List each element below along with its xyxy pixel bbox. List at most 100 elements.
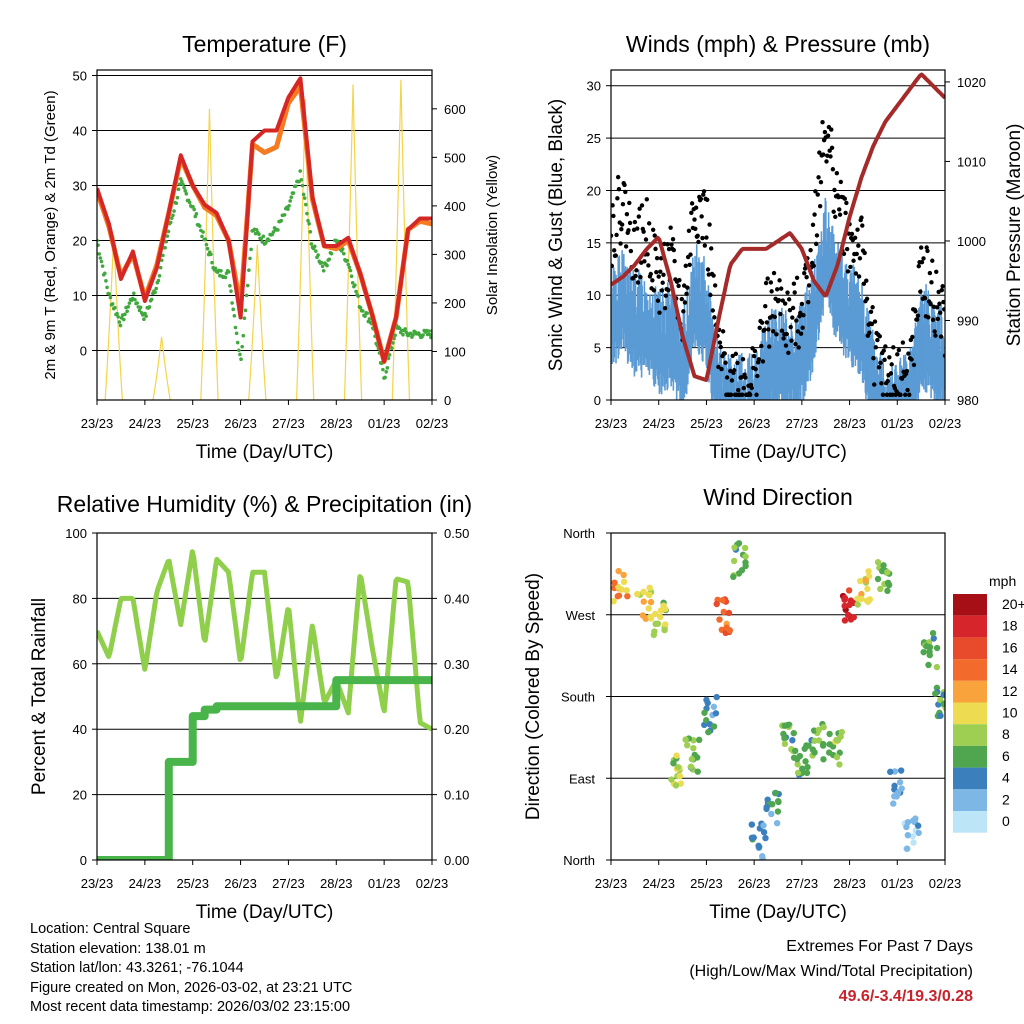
gust-point xyxy=(720,329,726,334)
colorbar-title: mph xyxy=(989,573,1016,589)
direction-point xyxy=(657,613,664,621)
dewpoint-point xyxy=(201,230,205,234)
gust-point xyxy=(921,256,926,261)
dewpoint-point xyxy=(239,357,243,362)
dewpoint-point xyxy=(144,314,148,318)
series-total-precipitation xyxy=(97,676,432,860)
y2-tick-label: 0.30 xyxy=(444,657,469,672)
dewpoint-point xyxy=(385,366,390,370)
dewpoint-point xyxy=(117,320,122,324)
dewpoint-point xyxy=(135,301,139,305)
dewpoint-point xyxy=(240,344,244,349)
gust-point xyxy=(699,214,704,219)
gust-point xyxy=(668,225,673,230)
gust-point xyxy=(618,241,623,246)
y-axis-label: 2m & 9m T (Red, Orange) & 2m Td (Green) xyxy=(42,90,59,379)
gust-point xyxy=(887,355,892,360)
gust-point xyxy=(756,357,762,362)
gust-point xyxy=(698,196,704,202)
gust-point xyxy=(627,200,632,206)
gust-point xyxy=(700,235,705,241)
gust-point xyxy=(627,220,633,226)
gust-point xyxy=(782,301,788,306)
gust-point xyxy=(885,378,890,384)
dewpoint-point xyxy=(210,260,214,265)
gust-point xyxy=(862,250,867,256)
gust-point xyxy=(904,368,910,374)
y2-tick-label: 1010 xyxy=(957,154,986,169)
gust-point xyxy=(828,154,833,159)
plot-area xyxy=(611,72,945,400)
dewpoint-point xyxy=(204,242,209,247)
dewpoint-point xyxy=(209,252,213,257)
dewpoint-point xyxy=(213,266,218,271)
dewpoint-point xyxy=(99,259,104,264)
gust-point xyxy=(696,239,701,245)
gust-point xyxy=(677,277,682,283)
gust-point xyxy=(831,209,836,214)
direction-point xyxy=(910,839,917,846)
gust-point xyxy=(729,378,735,383)
colorbar-label: 2 xyxy=(1002,791,1010,807)
x-tick-label: 28/23 xyxy=(833,876,866,891)
gust-point xyxy=(716,364,721,370)
gust-point xyxy=(829,127,834,132)
dewpoint-point xyxy=(353,283,357,287)
gust-point xyxy=(692,217,697,222)
direction-point xyxy=(841,594,849,602)
gust-point xyxy=(760,359,766,364)
gust-point xyxy=(877,334,882,339)
gust-point xyxy=(933,333,938,338)
dewpoint-point xyxy=(325,263,329,268)
x-tick-label: 23/23 xyxy=(81,876,114,891)
gust-point xyxy=(611,248,617,253)
y-tick-label: 30 xyxy=(73,179,87,194)
series-9m-temperature xyxy=(97,84,432,364)
dewpoint-point xyxy=(404,330,409,335)
gust-point xyxy=(929,280,934,285)
x-tick-label: 24/23 xyxy=(642,416,675,431)
dewpoint-point xyxy=(113,305,117,310)
gust-point xyxy=(856,274,862,279)
direction-point xyxy=(792,747,799,755)
direction-point xyxy=(857,577,864,585)
dewpoint-point xyxy=(354,289,358,294)
gust-point xyxy=(654,255,660,261)
direction-point xyxy=(624,592,631,600)
gust-point xyxy=(753,366,758,372)
gust-point xyxy=(812,212,817,217)
extremes-subtitle: (High/Low/Max Wind/Total Precipitation) xyxy=(689,963,973,980)
y-axis-label: Direction (Colored By Speed) xyxy=(523,573,544,820)
dewpoint-point xyxy=(249,247,253,252)
direction-point xyxy=(854,601,861,608)
gust-point xyxy=(704,235,709,240)
x-tick-label: 23/23 xyxy=(81,416,114,431)
gust-point xyxy=(749,385,754,391)
dewpoint-point xyxy=(340,247,345,251)
dewpoint-point xyxy=(298,169,303,173)
gust-point xyxy=(615,196,620,201)
dewpoint-point xyxy=(306,218,310,223)
direction-point xyxy=(646,591,653,599)
gust-point xyxy=(796,345,801,350)
dewpoint-point xyxy=(149,297,154,302)
direction-point xyxy=(719,597,726,604)
direction-point xyxy=(634,590,641,598)
gust-point xyxy=(888,371,894,376)
gust-point xyxy=(867,330,872,335)
direction-point xyxy=(763,805,770,813)
gust-point xyxy=(844,246,850,252)
direction-point xyxy=(738,567,746,574)
dewpoint-point xyxy=(230,301,234,305)
gust-point xyxy=(889,362,894,367)
gust-point xyxy=(882,357,887,363)
gust-point xyxy=(906,351,911,356)
gust-point xyxy=(910,334,915,340)
gust-point xyxy=(820,120,825,125)
gust-point xyxy=(689,210,694,216)
direction-point xyxy=(820,740,827,748)
gust-point xyxy=(930,317,936,322)
gust-point xyxy=(730,353,735,359)
direction-point xyxy=(877,585,884,593)
gust-point xyxy=(924,245,929,250)
